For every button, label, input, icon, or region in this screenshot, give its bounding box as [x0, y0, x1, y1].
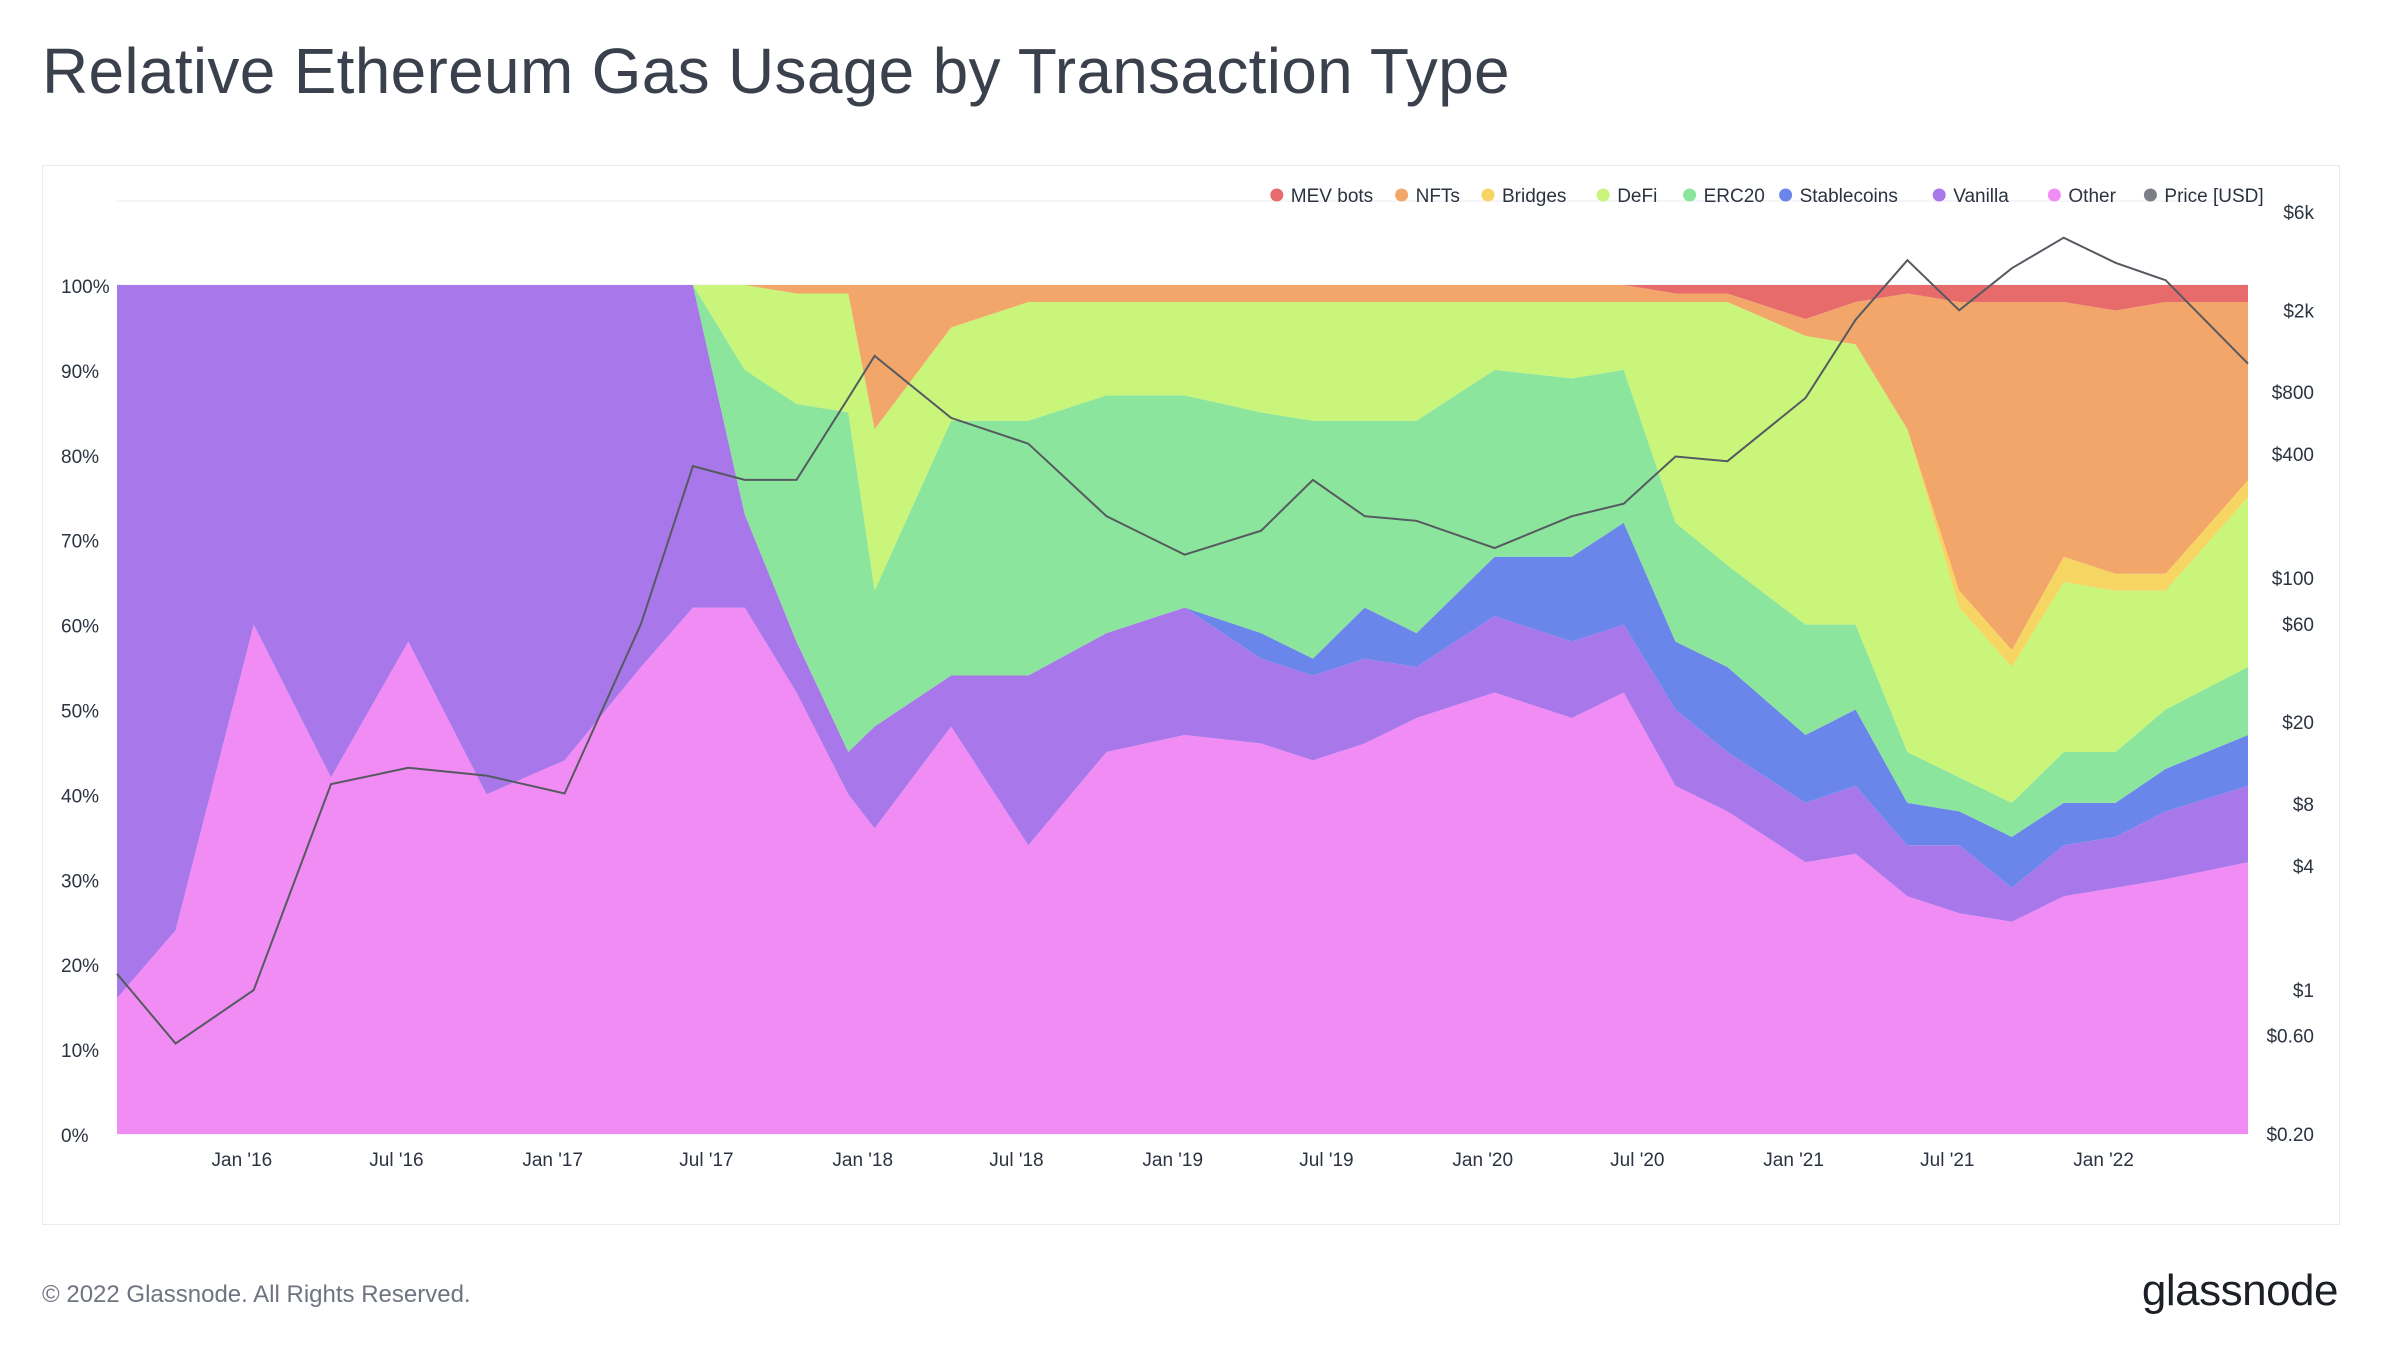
y-right-tick-label: $2k: [2283, 301, 2314, 322]
copyright-text: © 2022 Glassnode. All Rights Reserved.: [42, 1281, 471, 1308]
y-tick-label: 70%: [61, 532, 99, 553]
legend-item-mev-bots[interactable]: MEV bots: [1270, 186, 1373, 207]
legend-item-other[interactable]: Other: [2047, 186, 2117, 207]
x-tick-label: Jul '20: [1610, 1150, 1664, 1171]
y-right-tick-label: $800: [2272, 383, 2314, 404]
legend-swatch: [1270, 188, 1284, 202]
area-defi[interactable]: [117, 285, 2248, 803]
y-tick-label: 60%: [61, 617, 99, 638]
legend-label: Price [USD]: [2164, 186, 2263, 207]
y-tick-label: 40%: [61, 786, 99, 807]
y-tick-label: 20%: [61, 956, 99, 977]
price-line-group: [116, 236, 2249, 1045]
chart-svg[interactable]: glassnode 0%10%20%30%40%50%60%70%80%90%1…: [43, 166, 2341, 1226]
area-vanilla[interactable]: [117, 285, 2248, 999]
x-tick-label: Jul '19: [1299, 1150, 1353, 1171]
area-mev-bots[interactable]: [117, 285, 2248, 319]
y-right-tick-label: $100: [2272, 569, 2314, 590]
y-right-tick-label: $20: [2282, 713, 2314, 734]
page-title: Relative Ethereum Gas Usage by Transacti…: [42, 35, 1510, 107]
legend-item-nfts[interactable]: NFTs: [1395, 186, 1460, 207]
y-tick-label: 30%: [61, 871, 99, 892]
chart-frame: glassnode 0%10%20%30%40%50%60%70%80%90%1…: [42, 165, 2340, 1225]
legend-swatch: [1596, 188, 1610, 202]
legend-swatch: [2047, 188, 2061, 202]
y-right-tick-label: $8: [2293, 795, 2314, 816]
legend-swatch: [1779, 188, 1793, 202]
legend-swatch: [1481, 188, 1495, 202]
y-right-tick-label: $1: [2293, 981, 2314, 1002]
legend-item-vanilla[interactable]: Vanilla: [1932, 186, 2010, 207]
legend-label: MEV bots: [1291, 186, 1373, 207]
y-tick-label: 100%: [61, 277, 110, 298]
legend-item-defi[interactable]: DeFi: [1596, 186, 1658, 207]
legend-label: NFTs: [1416, 186, 1460, 207]
y-right-tick-label: $6k: [2283, 203, 2314, 224]
legend-swatch: [1932, 188, 1946, 202]
x-tick-label: Jan '16: [212, 1150, 273, 1171]
legend-label: Vanilla: [1953, 186, 2009, 207]
legend-label: Stablecoins: [1800, 186, 1898, 207]
legend-label: Other: [2068, 186, 2116, 207]
area-nfts[interactable]: [117, 285, 2248, 651]
x-tick-label: Jul '21: [1920, 1150, 1974, 1171]
legend: MEV bots NFTs Bridges DeFi ERC20 Stablecoins V…: [1270, 186, 2264, 207]
x-tick-label: Jan '19: [1142, 1150, 1203, 1171]
x-tick-label: Jul '18: [989, 1150, 1043, 1171]
legend-swatch: [1395, 188, 1409, 202]
y-tick-label: 80%: [61, 447, 99, 468]
y-axis-left: 0% 10% 20% 30% 40% 50% 60% 70% 80% 90% 100%: [61, 277, 110, 1147]
legend-item-bridges[interactable]: Bridges: [1481, 186, 1567, 207]
legend-label: Bridges: [1502, 186, 1566, 207]
x-tick-label: Jan '22: [2073, 1150, 2134, 1171]
legend-item-stablecoins[interactable]: Stablecoins: [1779, 186, 1898, 207]
legend-label: ERC20: [1704, 186, 1765, 207]
legend-label: DeFi: [1617, 186, 1657, 207]
legend-item-erc20[interactable]: ERC20: [1683, 186, 1765, 207]
area-stablecoins[interactable]: [117, 285, 2248, 888]
y-tick-label: 50%: [61, 702, 99, 723]
stacked-areas: [117, 285, 2248, 1134]
area-erc20[interactable]: [117, 285, 2248, 837]
x-tick-label: Jul '17: [679, 1150, 733, 1171]
y-tick-label: 0%: [61, 1126, 89, 1147]
x-tick-label: Jan '18: [832, 1150, 893, 1171]
y-right-tick-label: $400: [2272, 445, 2314, 466]
brand-logo[interactable]: glassnode: [2141, 1266, 2339, 1315]
x-tick-label: Jan '17: [522, 1150, 583, 1171]
x-axis: Jan '16 Jul '16 Jan '17 Jul '17 Jan '18 Jul '…: [212, 1150, 2134, 1171]
y-right-tick-label: $0.60: [2266, 1027, 2314, 1048]
y-right-tick-label: $4: [2293, 857, 2315, 878]
price-line[interactable]: [116, 236, 2249, 1045]
x-tick-label: Jan '21: [1763, 1150, 1824, 1171]
legend-swatch: [1683, 188, 1697, 202]
x-tick-label: Jul '16: [369, 1150, 423, 1171]
y-right-tick-label: $60: [2282, 615, 2314, 636]
legend-item-price-usd[interactable]: Price [USD]: [2143, 186, 2264, 207]
y-tick-label: 10%: [61, 1041, 99, 1062]
area-bridges[interactable]: [117, 285, 2248, 667]
legend-swatch: [2143, 188, 2157, 202]
y-right-tick-label: $0.20: [2266, 1125, 2314, 1146]
area-other[interactable]: [117, 607, 2248, 1134]
x-tick-label: Jan '20: [1452, 1150, 1513, 1171]
y-axis-right: $0.20 $0.60 $1 $4 $8 $20 $60 $100 $400 $800 $2k $6k: [2266, 203, 2314, 1146]
y-tick-label: 90%: [61, 362, 99, 383]
